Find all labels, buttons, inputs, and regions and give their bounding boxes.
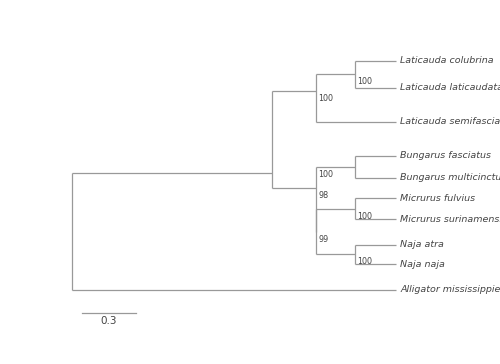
Text: 100: 100	[318, 170, 334, 179]
Text: Micrurus fulvius: Micrurus fulvius	[400, 194, 475, 203]
Text: Naja naja: Naja naja	[400, 260, 446, 269]
Text: Bungarus fasciatus: Bungarus fasciatus	[400, 151, 492, 160]
Text: 98: 98	[318, 191, 329, 200]
Text: Micrurus surinamensis: Micrurus surinamensis	[400, 215, 500, 223]
Text: 100: 100	[358, 77, 372, 86]
Text: 99: 99	[318, 234, 329, 244]
Text: Laticauda colubrina: Laticauda colubrina	[400, 56, 494, 65]
Text: Naja atra: Naja atra	[400, 240, 444, 249]
Text: Laticauda laticaudata: Laticauda laticaudata	[400, 83, 500, 92]
Text: Laticauda semifasciata: Laticauda semifasciata	[400, 117, 500, 126]
Text: 0.3: 0.3	[101, 316, 117, 326]
Text: 100: 100	[358, 257, 372, 266]
Text: Bungarus multicinctus: Bungarus multicinctus	[400, 173, 500, 182]
Text: 100: 100	[358, 212, 372, 221]
Text: 100: 100	[318, 94, 334, 103]
Text: Alligator mississippiensis: Alligator mississippiensis	[400, 285, 500, 294]
